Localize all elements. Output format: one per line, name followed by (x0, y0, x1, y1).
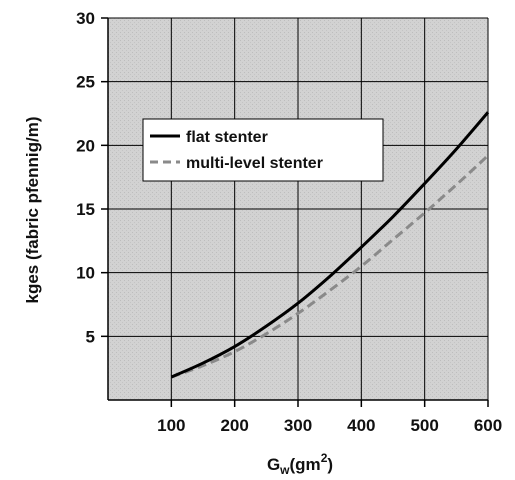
x-tick-label: 100 (157, 416, 185, 435)
y-tick-label: 20 (76, 136, 95, 155)
x-axis-label-close: ) (327, 455, 333, 474)
y-axis-label: kges (fabric pfennig/m) (23, 116, 42, 303)
y-tick-label: 5 (86, 327, 95, 346)
x-axis-label-superscript: 2 (321, 451, 328, 465)
x-axis-label-subscript: w (279, 463, 290, 477)
x-tick-label: 400 (347, 416, 375, 435)
y-tick-label: 10 (76, 264, 95, 283)
series-line-multi-level-stenter (170, 154, 490, 379)
legend-box (142, 118, 384, 182)
x-tick-label: 500 (410, 416, 438, 435)
legend-label-flat-stenter: flat stenter (186, 129, 268, 146)
x-tick-label: 600 (474, 416, 502, 435)
x-axis-label: Gw(gm2) (267, 451, 333, 477)
series-layer (170, 111, 490, 379)
legend: flat stenter multi-level stenter (142, 118, 384, 182)
x-axis-label-base: G (267, 455, 280, 474)
y-tick-label: 25 (76, 73, 95, 92)
legend-label-multi-level-stenter: multi-level stenter (186, 155, 323, 172)
x-tick-label: 200 (220, 416, 248, 435)
y-tick-label: 30 (76, 9, 95, 28)
axes (101, 17, 489, 407)
series-line-flat-stenter (170, 111, 490, 379)
tick-labels: 5 10 15 20 25 30 100 200 300 400 500 600 (76, 9, 502, 435)
x-tick-label: 300 (284, 416, 312, 435)
x-axis-label-unit: (gm (290, 455, 321, 474)
y-tick-label: 15 (76, 200, 95, 219)
